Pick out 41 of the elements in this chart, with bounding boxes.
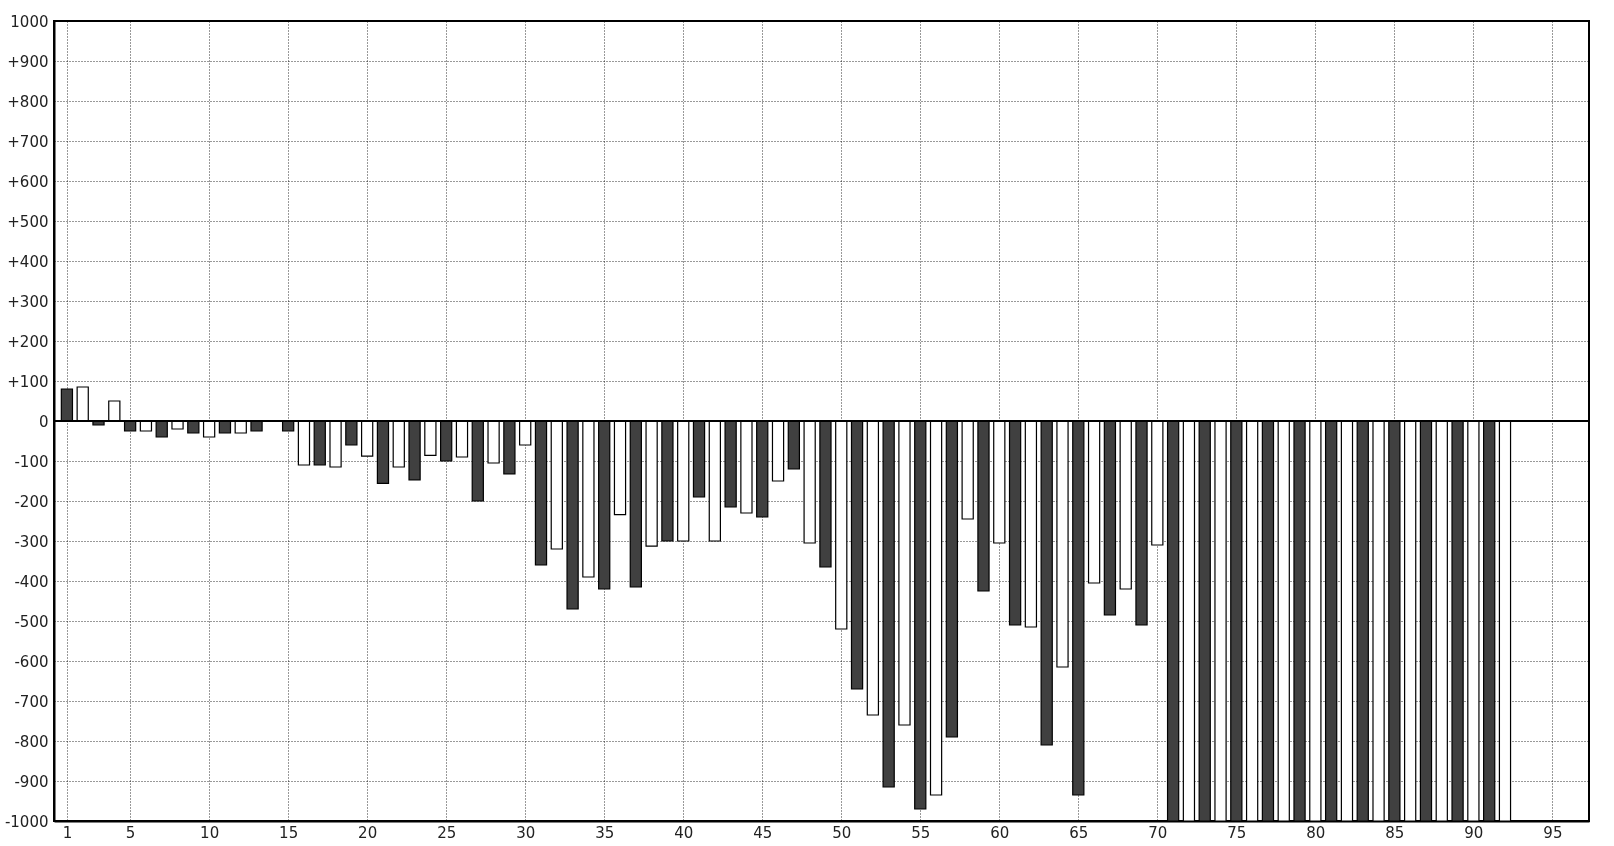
x-tick-label: 25 [437,823,457,842]
y-tick-label: -400 [14,572,49,591]
y-tick-label: -500 [14,612,49,631]
y-tick-label: +100 [7,372,49,391]
y-tick-label: +400 [7,252,49,271]
x-tick-label: 65 [1069,823,1089,842]
x-tick-label: 95 [1543,823,1563,842]
x-tick-label: 1 [62,823,73,842]
x-tick-label: 50 [832,823,852,842]
x-tick-label: 55 [911,823,931,842]
x-tick-label: 30 [516,823,536,842]
x-tick-label: 90 [1464,823,1484,842]
y-tick-label: -300 [14,532,49,551]
y-tick-label: +500 [7,212,49,231]
x-tick-label: 35 [595,823,615,842]
y-tick-label: 1000 [10,12,49,31]
x-tick-label: 80 [1306,823,1326,842]
y-tick-label: +900 [7,52,49,71]
y-tick-label: +200 [7,332,49,351]
y-tick-label: -1000 [4,812,49,831]
y-tick-label: 0 [38,412,49,431]
y-tick-label: +600 [7,172,49,191]
y-tick-label: -900 [14,772,49,791]
x-tick-label: 20 [358,823,378,842]
y-tick-label: +700 [7,132,49,151]
y-tick-label: +800 [7,92,49,111]
x-tick-label: 45 [753,823,773,842]
x-tick-label: 5 [125,823,136,842]
y-tick-label: -700 [14,692,49,711]
x-tick-label: 85 [1385,823,1405,842]
y-tick-label: +300 [7,292,49,311]
y-tick-label: -600 [14,652,49,671]
y-tick-label: -200 [14,492,49,511]
x-tick-label: 15 [279,823,299,842]
y-tick-label: -100 [14,452,49,471]
x-tick-label: 10 [200,823,220,842]
x-tick-label: 40 [674,823,694,842]
y-tick-label: -800 [14,732,49,751]
x-tick-label: 60 [990,823,1010,842]
x-tick-label: 75 [1227,823,1247,842]
x-tick-label: 70 [1148,823,1168,842]
